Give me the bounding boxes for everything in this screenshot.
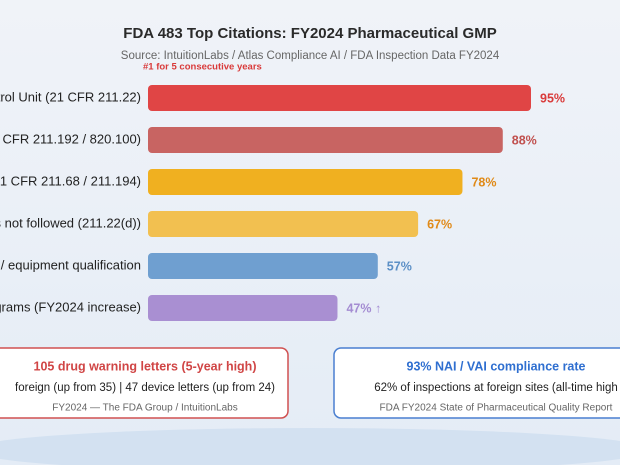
card-text: 62% of inspections at foreign sites (all…: [374, 382, 618, 394]
value-label: 88%: [512, 133, 537, 147]
value-label: 67%: [427, 217, 452, 231]
category-label: n / equipment qualification: [0, 257, 141, 272]
category-label: s not followed (211.22(d)): [0, 215, 141, 230]
bar: [148, 295, 338, 321]
card: [0, 347, 289, 419]
card-title: 93% NAI / VAI compliance rate: [407, 359, 586, 373]
value-label: 95%: [540, 91, 565, 105]
value-label: 78%: [471, 175, 496, 189]
category-label: grams (FY2024 increase): [0, 299, 141, 314]
category-label: CFR 211.192 / 820.100): [2, 131, 141, 146]
card-source: FDA FY2024 State of Pharmaceutical Quali…: [380, 403, 613, 414]
card-source: FY2024 — The FDA Group / IntuitionLabs: [52, 403, 237, 414]
value-label: 57%: [387, 259, 412, 273]
annotation: #1 for 5 consecutive years: [143, 62, 262, 73]
category-label: 21 CFR 211.68 / 211.194): [0, 173, 141, 188]
bar: [148, 85, 531, 111]
decoration: [0, 428, 620, 465]
card-title: 105 drug warning letters (5-year high): [34, 359, 257, 373]
bar: [148, 211, 419, 237]
chart-title: FDA 483 Top Citations: FY2024 Pharmaceut…: [123, 25, 496, 42]
category-label: trol Unit (21 CFR 211.22): [0, 89, 141, 104]
card: [333, 347, 620, 419]
chart-subtitle: Source: IntuitionLabs / Atlas Compliance…: [121, 50, 500, 62]
bar: [148, 127, 503, 153]
bar: [148, 253, 378, 279]
bar: [148, 169, 463, 195]
value-label: 47% ↑: [346, 301, 381, 315]
card-text: foreign (up from 35) | 47 device letters…: [15, 382, 275, 394]
